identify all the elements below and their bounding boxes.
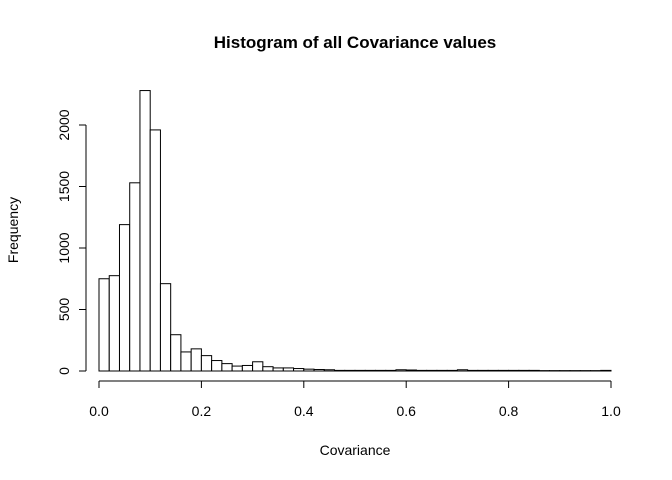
histogram-bar — [436, 369, 448, 372]
histogram-bar — [98, 278, 110, 372]
x-axis-label: Covariance — [320, 442, 391, 458]
histogram-bar — [508, 369, 520, 372]
histogram-bar — [446, 369, 458, 372]
histogram-bar — [395, 369, 407, 372]
y-tick-label: 1500 — [56, 171, 72, 202]
histogram-bar — [323, 369, 336, 372]
histogram-bar — [293, 368, 305, 372]
y-tick-label: 1000 — [56, 232, 72, 263]
x-tick-label: 0.4 — [294, 403, 314, 419]
histogram-bar — [221, 363, 233, 372]
y-tick-label: 500 — [56, 298, 72, 322]
chart-title: Histogram of all Covariance values — [214, 33, 497, 52]
x-tick-label: 0.8 — [499, 403, 519, 419]
histogram-bar — [364, 369, 376, 372]
y-tick-label: 0 — [56, 367, 72, 375]
y-tick-label: 2000 — [56, 109, 72, 140]
histogram-bar — [231, 365, 243, 372]
bars-group — [98, 90, 612, 372]
histogram-bar — [456, 369, 469, 372]
y-axis-label: Frequency — [5, 197, 21, 263]
histogram-bar — [303, 368, 315, 372]
histogram-bar — [170, 334, 182, 372]
histogram-bar — [518, 369, 530, 372]
histogram-bar — [252, 361, 264, 372]
histogram-bar — [477, 369, 489, 372]
x-tick-label: 0.6 — [396, 403, 416, 419]
histogram-bar — [487, 369, 499, 372]
histogram-bar — [129, 182, 141, 372]
histogram-bar — [344, 369, 356, 372]
histogram-bar — [334, 369, 346, 372]
histogram-bar — [241, 364, 254, 372]
histogram-bar — [426, 369, 438, 372]
x-tick-label: 1.0 — [601, 403, 621, 419]
histogram-bar — [282, 367, 295, 372]
y-ticks-group: 0 500 1000 1500 2000 — [56, 109, 86, 375]
histogram-bar — [405, 369, 417, 372]
x-ticks-group: 0.0 0.2 0.4 0.6 0.8 1.0 — [89, 381, 621, 419]
histogram-bar — [528, 369, 540, 372]
histogram-bar — [159, 283, 172, 372]
histogram-bar — [180, 351, 192, 372]
histogram-bar — [211, 360, 223, 372]
histogram-bar — [139, 90, 151, 372]
x-tick-label: 0.2 — [192, 403, 212, 419]
histogram-bar — [354, 369, 366, 372]
histogram-bar — [190, 348, 202, 372]
histogram-bar — [385, 369, 397, 372]
histogram-bar — [313, 369, 325, 372]
histogram-bar — [415, 369, 428, 372]
histogram-bar — [118, 224, 131, 372]
histogram-bar — [600, 369, 612, 372]
histogram-bar — [200, 355, 213, 372]
histogram-bar — [262, 366, 274, 372]
histogram-bar — [374, 369, 387, 372]
histogram-bar — [108, 275, 120, 372]
histogram-bar — [149, 129, 161, 372]
histogram-bar — [497, 369, 510, 372]
histogram-bar — [467, 369, 479, 372]
x-tick-label: 0.0 — [89, 403, 109, 419]
histogram-bar — [272, 367, 284, 372]
